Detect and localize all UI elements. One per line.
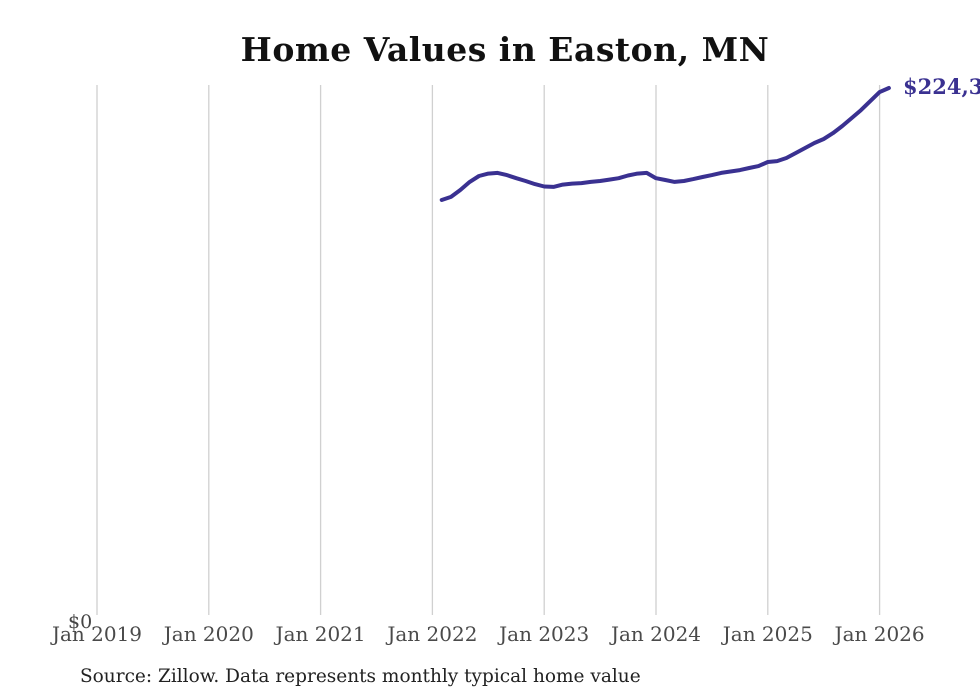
y-axis-zero-label: $0 <box>68 611 93 633</box>
x-axis-tick-label: Jan 2022 <box>387 622 478 646</box>
x-axis-tick-label: Jan 2023 <box>499 622 590 646</box>
source-note: Source: Zillow. Data represents monthly … <box>80 666 641 687</box>
x-axis-tick-label: Jan 2024 <box>610 622 702 646</box>
chart-title: Home Values in Easton, MN <box>240 30 770 69</box>
x-axis-tick-label: Jan 2021 <box>275 622 366 646</box>
x-axis-tick-label: Jan 2025 <box>722 622 813 646</box>
home-value-line <box>439 86 891 202</box>
latest-value-label: $224,311 <box>903 74 980 99</box>
x-axis-tick-label: Jan 2026 <box>834 622 925 646</box>
x-axis-tick-label: Jan 2019 <box>51 622 143 646</box>
x-axis-tick-label: Jan 2020 <box>163 622 254 646</box>
